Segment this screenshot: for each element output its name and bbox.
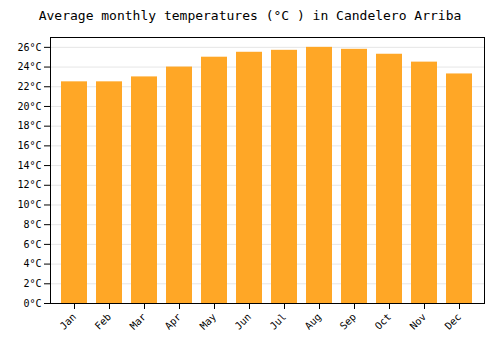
svg-text:May: May [198, 311, 219, 332]
svg-text:Jul: Jul [268, 311, 289, 332]
svg-text:16°C: 16°C [17, 140, 41, 151]
svg-text:0°C: 0°C [23, 298, 41, 309]
svg-text:26°C: 26°C [17, 42, 41, 53]
svg-text:20°C: 20°C [17, 101, 41, 112]
svg-text:Jan: Jan [58, 311, 79, 332]
svg-text:2°C: 2°C [23, 278, 41, 289]
svg-text:Aug: Aug [303, 311, 324, 332]
svg-text:4°C: 4°C [23, 258, 41, 269]
svg-text:14°C: 14°C [17, 160, 41, 171]
svg-text:18°C: 18°C [17, 120, 41, 131]
svg-text:24°C: 24°C [17, 61, 41, 72]
svg-text:Apr: Apr [163, 311, 184, 332]
svg-text:Dec: Dec [443, 311, 464, 332]
svg-text:6°C: 6°C [23, 239, 41, 250]
svg-text:22°C: 22°C [17, 81, 41, 92]
svg-text:Sep: Sep [338, 311, 359, 332]
svg-text:Feb: Feb [93, 311, 114, 332]
svg-text:8°C: 8°C [23, 219, 41, 230]
svg-text:Jun: Jun [233, 311, 254, 332]
svg-text:10°C: 10°C [17, 199, 41, 210]
svg-text:Oct: Oct [373, 311, 394, 332]
html-text:Average monthly temperatures (: Average monthly temperatures (°C ) in Ca… [38, 8, 462, 23]
svg-text:Mar: Mar [128, 311, 149, 332]
svg-text:Nov: Nov [408, 311, 429, 332]
svg-text:12°C: 12°C [17, 179, 41, 190]
